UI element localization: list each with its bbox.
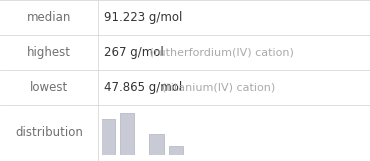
Text: lowest: lowest — [30, 81, 68, 94]
Text: 267 g/mol: 267 g/mol — [104, 46, 163, 59]
Text: (rutherfordium(IV) cation): (rutherfordium(IV) cation) — [146, 47, 294, 57]
Bar — [120, 114, 134, 155]
Text: 91.223 g/mol: 91.223 g/mol — [104, 11, 182, 24]
Bar — [100, 119, 115, 155]
Bar — [149, 134, 164, 155]
Text: median: median — [27, 11, 71, 24]
Text: highest: highest — [27, 46, 71, 59]
Bar — [169, 146, 184, 155]
Text: 47.865 g/mol: 47.865 g/mol — [104, 81, 182, 94]
Text: distribution: distribution — [15, 127, 83, 139]
Text: (titanium(IV) cation): (titanium(IV) cation) — [155, 82, 276, 93]
